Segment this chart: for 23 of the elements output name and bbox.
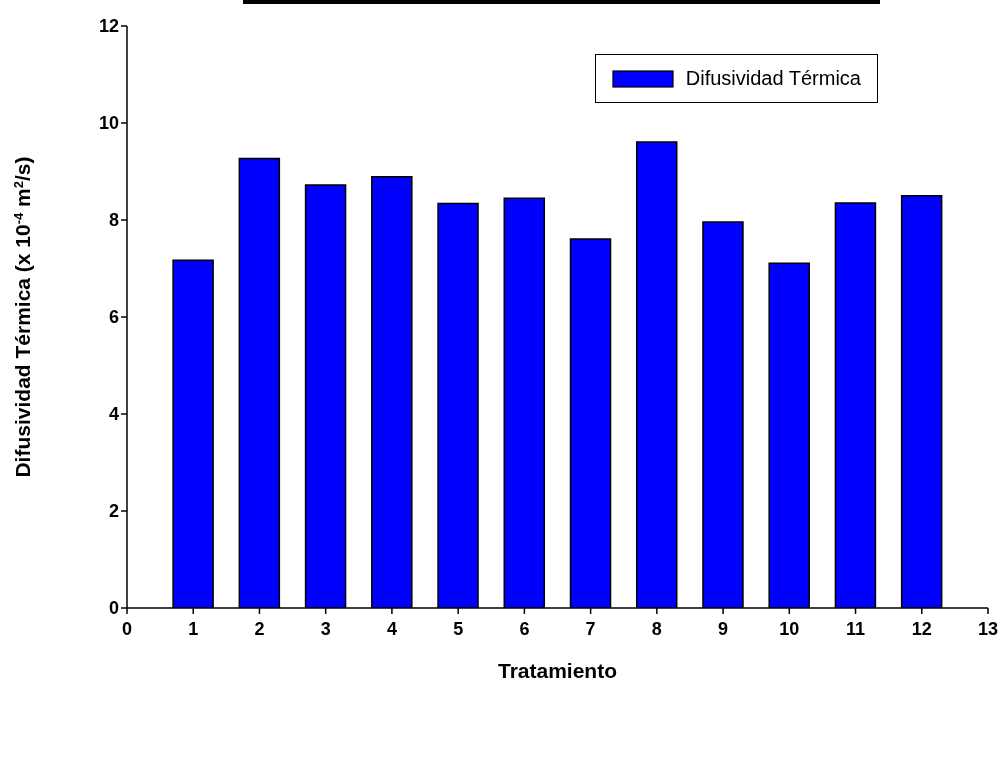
- legend-label: Difusividad Térmica: [685, 67, 861, 90]
- x-tick-label: 13: [977, 618, 999, 639]
- y-tick-label: 0: [108, 598, 119, 619]
- x-tick-label: 4: [386, 618, 397, 639]
- y-tick-label: 2: [108, 501, 119, 522]
- y-tick-label: 10: [98, 113, 119, 134]
- x-tick-label: 7: [585, 618, 596, 639]
- y-tick-label: 4: [108, 404, 119, 425]
- x-tick-label: 0: [121, 618, 133, 639]
- x-tick-label: 1: [188, 618, 199, 639]
- y-tick-label: 6: [108, 307, 119, 328]
- x-tick-label: 2: [254, 618, 265, 639]
- x-tick-label: 9: [718, 618, 729, 639]
- x-tick-label: 11: [846, 618, 866, 639]
- x-tick-label: 6: [519, 618, 530, 639]
- x-tick-label: 12: [911, 618, 932, 639]
- x-tick-label: 5: [453, 618, 464, 639]
- x-tick-label: 3: [320, 618, 331, 639]
- x-axis-title: Tratamiento: [497, 659, 618, 682]
- x-tick-label: 10: [779, 618, 800, 639]
- x-tick-label: 8: [651, 618, 662, 639]
- y-tick-label: 8: [108, 210, 119, 231]
- y-tick-label: 12: [98, 16, 119, 37]
